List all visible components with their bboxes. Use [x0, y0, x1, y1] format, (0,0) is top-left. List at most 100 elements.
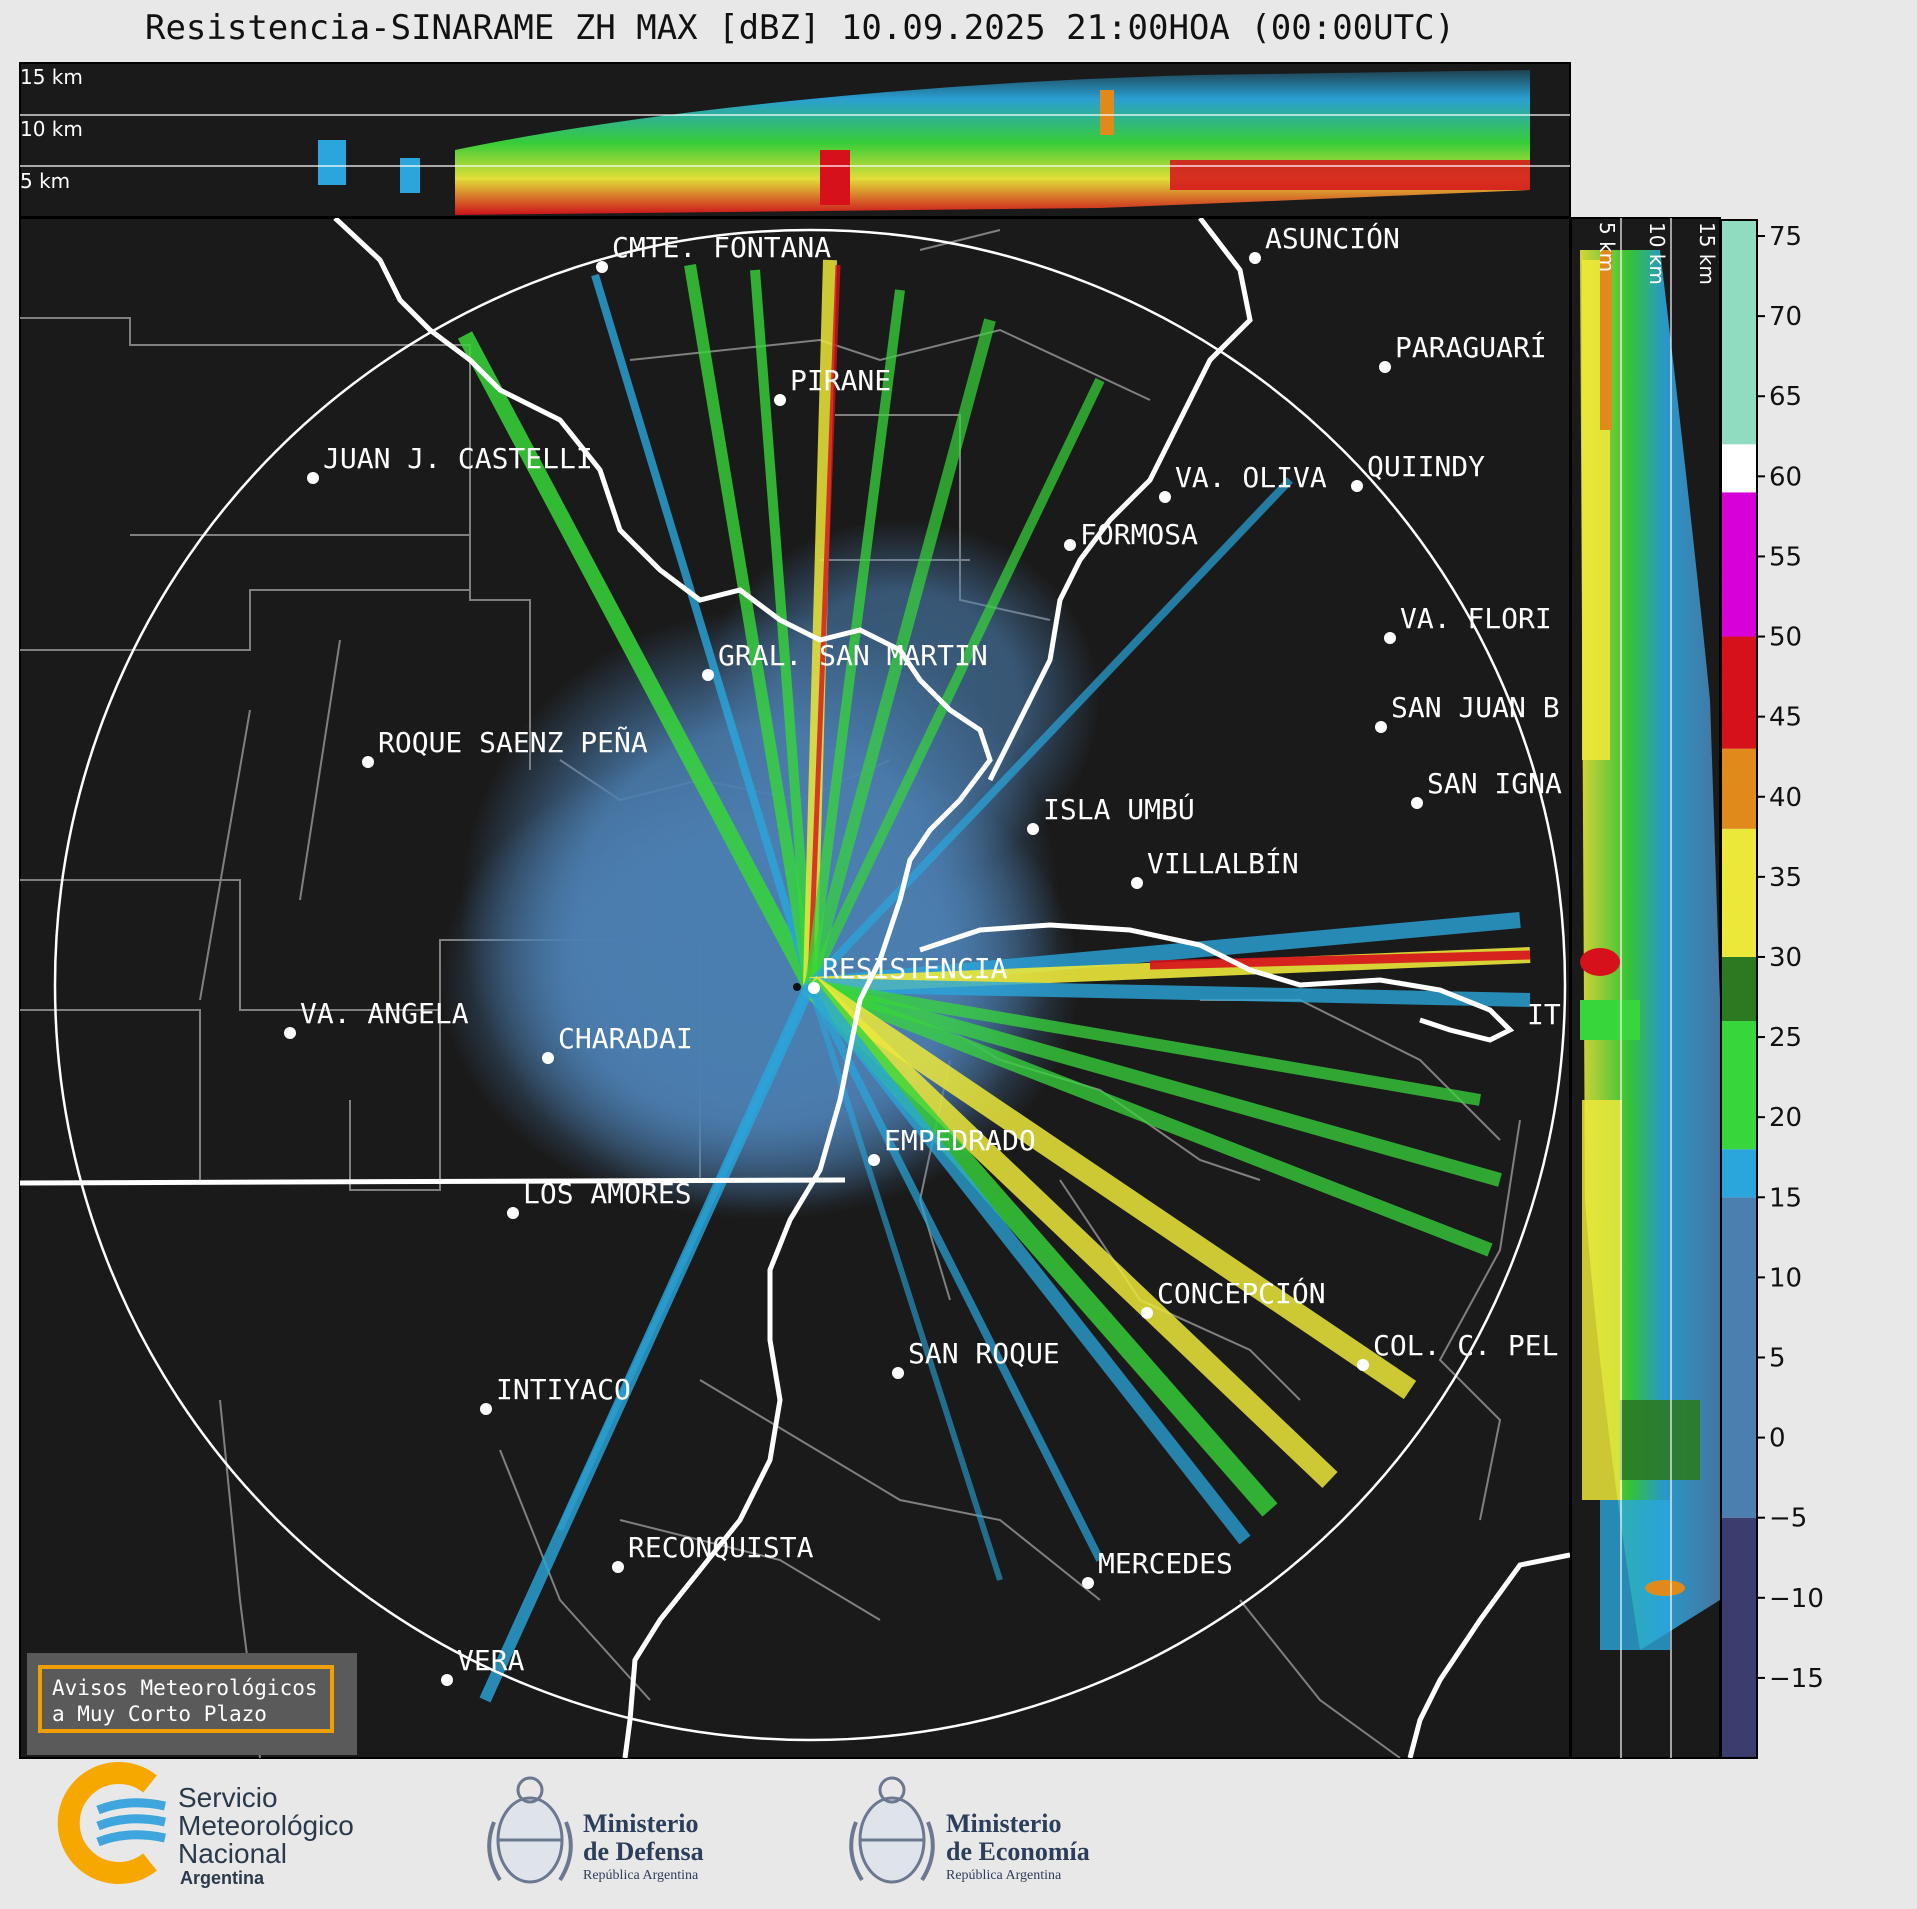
- city-label: ISLA UMBÚ: [1043, 792, 1195, 826]
- defensa-name: Ministerio de Defensa: [583, 1810, 704, 1866]
- avisos-panel: Avisos Meteorológicos a Muy Corto Plazo: [27, 1653, 357, 1755]
- city-marker: GRAL. SAN MARTIN: [702, 639, 988, 681]
- smn-line2: Meteorológico: [178, 1810, 354, 1841]
- rivers-borders: [20, 218, 1570, 1758]
- city-marker: CONCEPCIÓN: [1141, 1276, 1326, 1319]
- colorbar-tick-label: 10: [1769, 1263, 1802, 1293]
- city-marker: ISLA UMBÚ: [1027, 792, 1195, 835]
- colorbar-segments: [1721, 220, 1757, 1758]
- colorbar-tick-label: 40: [1769, 783, 1802, 813]
- city-label: RESISTENCIA: [822, 952, 1008, 985]
- economia-name: Ministerio de Economía: [946, 1810, 1090, 1866]
- radar-range-ring: [53, 228, 1567, 1742]
- colorbar-tick-label: 60: [1769, 462, 1802, 492]
- city-marker: ASUNCIÓN: [1249, 221, 1400, 264]
- city-label: PIRANE: [790, 364, 891, 397]
- city-label: ROQUE SAENZ PEÑA: [378, 725, 648, 759]
- city-marker: RECONQUISTA: [612, 1531, 814, 1573]
- city-marker: PARAGUARÍ: [1379, 330, 1547, 373]
- city-label: RECONQUISTA: [628, 1531, 814, 1564]
- defensa-line3: República Argentina: [583, 1868, 699, 1883]
- city-label: VA. ANGELA: [300, 997, 469, 1030]
- altitude-label-5km: 5 km: [20, 169, 70, 193]
- city-label: FORMOSA: [1080, 518, 1198, 551]
- colorbar-tick-label: 25: [1769, 1023, 1802, 1053]
- city-marker: INTIYACO: [480, 1373, 631, 1415]
- colorbar-tick-label: 5: [1769, 1343, 1786, 1373]
- colorbar-tick-label: 75: [1769, 222, 1802, 252]
- city-marker: FORMOSA: [1064, 518, 1198, 551]
- city-label: VILLALBÍN: [1147, 846, 1299, 880]
- argentina-coat-of-arms-icon: [849, 1776, 935, 1884]
- colorbar-segment: [1721, 444, 1757, 493]
- city-label: PARAGUARÍ: [1395, 330, 1547, 364]
- city-marker: CMTE. FONTANA: [596, 231, 831, 273]
- colorbar-tick-label: 0: [1769, 1424, 1786, 1454]
- colorbar-tick-label: 15: [1769, 1183, 1802, 1213]
- smn-line3: Nacional: [178, 1838, 287, 1869]
- city-label: VA. OLIVA: [1175, 461, 1327, 494]
- colorbar-tick-label: −15: [1769, 1664, 1824, 1694]
- footer-graphics: [57, 1762, 935, 1884]
- city-marker: VERA: [441, 1644, 525, 1686]
- map-title: Resistencia-SINARAME ZH MAX [dBZ] 10.09.…: [144, 8, 1456, 48]
- city-label: GRAL. SAN MARTIN: [718, 639, 988, 672]
- city-marker: VA. ANGELA: [284, 997, 469, 1039]
- colorbar-segment: [1721, 220, 1757, 445]
- city-markers: CMTE. FONTANA ASUNCIÓN PARAGUARÍ PIRANE …: [284, 221, 1562, 1686]
- top-cross-section-panel: 15 km 10 km 5 km: [19, 62, 1571, 218]
- city-marker: EMPEDRADO: [868, 1124, 1036, 1166]
- colorbar-tick-label: 30: [1769, 943, 1802, 973]
- colorbar-segment: [1721, 636, 1757, 749]
- colorbar-tick-label: 20: [1769, 1103, 1802, 1133]
- city-marker: QUIINDY: [1351, 450, 1485, 492]
- defensa-line2: de Defensa: [583, 1837, 704, 1866]
- avisos-line1: Avisos Meteorológicos: [52, 1676, 318, 1700]
- city-marker: PIRANE: [774, 364, 891, 406]
- colorbar-segment: [1721, 1021, 1757, 1150]
- colorbar-tick-label: 70: [1769, 302, 1802, 332]
- city-marker: MERCEDES: [1082, 1547, 1233, 1589]
- side-altitude-label-5km: 5 km: [1595, 222, 1619, 272]
- colorbar-tick-label: 50: [1769, 623, 1802, 653]
- city-marker: JUAN J. CASTELLI: [307, 442, 593, 484]
- colorbar-segment: [1721, 1517, 1757, 1758]
- economia-line3: República Argentina: [946, 1868, 1062, 1883]
- city-marker: VILLALBÍN: [1131, 846, 1299, 889]
- colorbar-tick-label: 35: [1769, 863, 1802, 893]
- side-cross-section-panel: 5 km 10 km 15 km: [1570, 217, 1721, 1759]
- city-label: SAN IGNA: [1427, 767, 1562, 800]
- city-label: QUIINDY: [1367, 450, 1485, 483]
- city-marker: SAN ROQUE: [892, 1337, 1060, 1379]
- city-label: COL. C. PEL: [1373, 1329, 1558, 1362]
- colorbar-tick-label: 55: [1769, 542, 1802, 572]
- city-label: SAN ROQUE: [908, 1337, 1060, 1370]
- colorbar-segment: [1721, 748, 1757, 829]
- city-label: IT: [1527, 998, 1561, 1031]
- smn-name: Servicio Meteorológico Nacional: [178, 1784, 354, 1868]
- city-label: VERA: [457, 1644, 525, 1677]
- city-marker: ROQUE SAENZ PEÑA: [362, 725, 648, 768]
- avisos-line2: a Muy Corto Plazo: [52, 1702, 267, 1726]
- footer-logos: Servicio Meteorológico Nacional Argentin…: [0, 1762, 1917, 1909]
- city-label: SAN JUAN B: [1391, 691, 1560, 724]
- colorbar-tick-label: 45: [1769, 703, 1802, 733]
- city-marker: COL. C. PEL: [1357, 1329, 1558, 1371]
- side-altitude-label-10km: 10 km: [1645, 222, 1669, 285]
- colorbar-segment: [1721, 1197, 1757, 1518]
- city-marker: VA. OLIVA: [1159, 461, 1327, 503]
- city-label: MERCEDES: [1098, 1547, 1233, 1580]
- colorbar-tick-label: −5: [1769, 1504, 1807, 1534]
- city-marker: CHARADAI: [542, 1022, 693, 1064]
- city-label: JUAN J. CASTELLI: [323, 442, 593, 475]
- colorbar-segment: [1721, 492, 1757, 637]
- city-marker: SAN IGNA: [1411, 767, 1562, 809]
- altitude-label-15km: 15 km: [20, 65, 83, 89]
- city-label: CMTE. FONTANA: [612, 231, 831, 264]
- city-label: INTIYACO: [496, 1373, 631, 1406]
- city-marker: IT: [1527, 998, 1561, 1031]
- city-label: CHARADAI: [558, 1022, 693, 1055]
- colorbar-segment: [1721, 1149, 1757, 1198]
